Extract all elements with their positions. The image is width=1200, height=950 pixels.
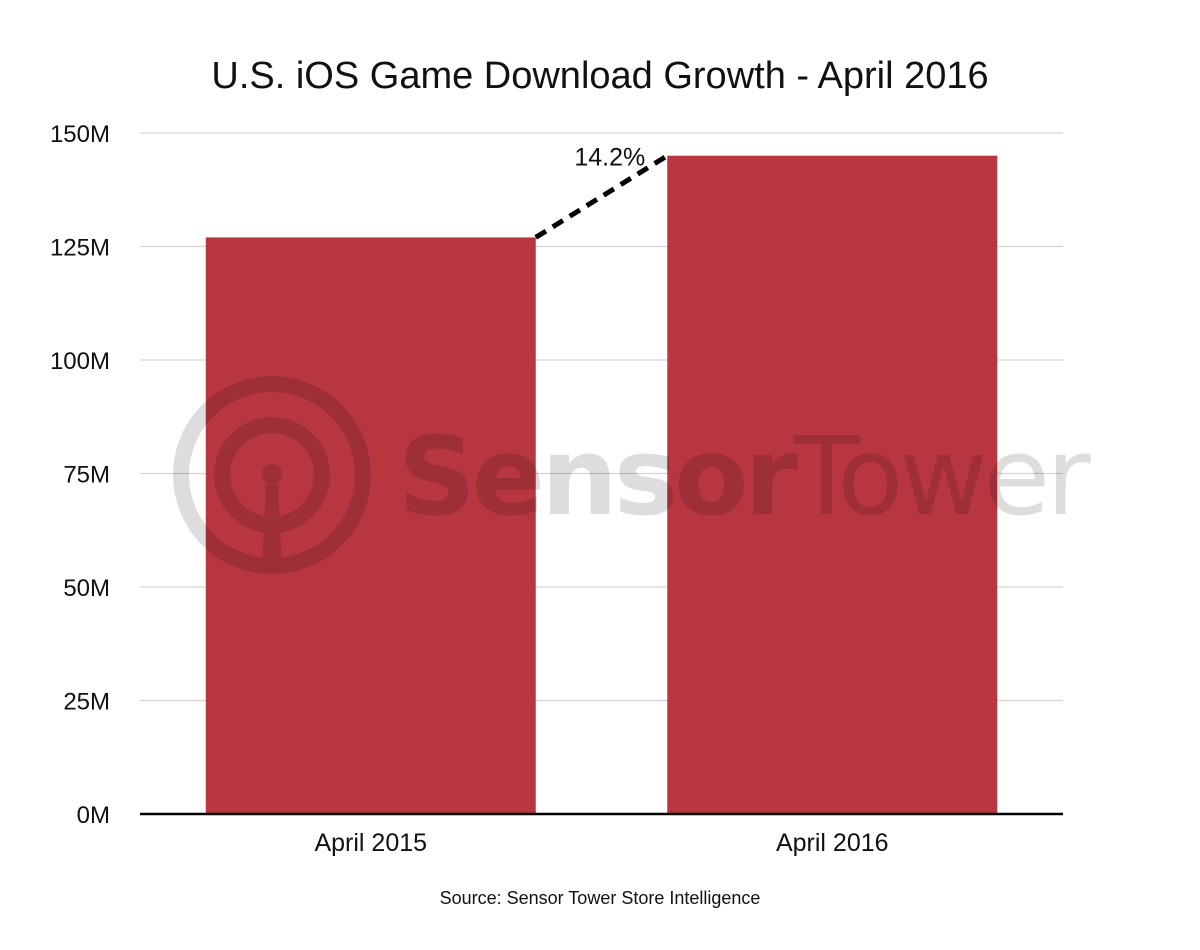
watermark-logo: SensorTower [173, 376, 1095, 574]
y-tick-label: 100M [50, 348, 110, 375]
growth-annotation: 14.2% [534, 144, 669, 240]
growth-percentage-label: 14.2% [574, 144, 645, 172]
chart-title: U.S. iOS Game Download Growth - April 20… [211, 55, 989, 97]
watermark-brand-bold: Sensor [398, 415, 797, 540]
y-tick-label: 75M [63, 462, 110, 489]
x-category-label: April 2015 [314, 829, 427, 857]
bar [667, 155, 998, 814]
x-category-label: April 2016 [776, 829, 889, 857]
y-tick-label: 50M [63, 575, 110, 602]
y-tick-label: 125M [50, 235, 110, 262]
bars [205, 155, 998, 815]
axes: 0M 25M 50M 75M 100M 125M 150M April 2015 April 2… [50, 121, 1063, 857]
y-tick-label: 0M [77, 802, 110, 829]
bar [205, 237, 536, 815]
y-tick-label: 150M [50, 121, 110, 148]
growth-connector-line [534, 153, 669, 240]
source-note: Source: Sensor Tower Store Intelligence [439, 888, 761, 908]
watermark-brand-light: Tower [793, 415, 1091, 540]
sensor-tower-logo-icon [173, 376, 371, 574]
watermark-text: SensorTower [398, 415, 1091, 540]
y-tick-label: 25M [63, 689, 110, 716]
